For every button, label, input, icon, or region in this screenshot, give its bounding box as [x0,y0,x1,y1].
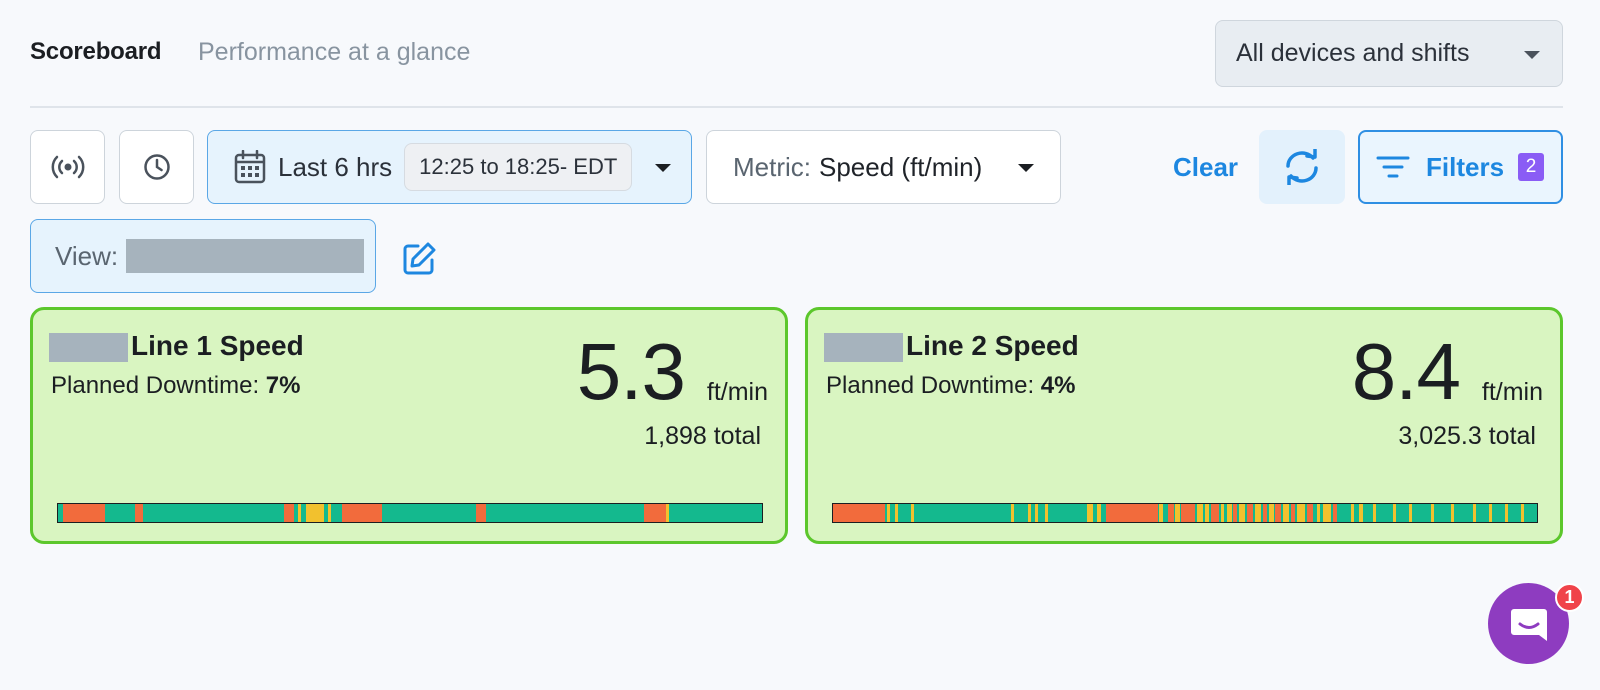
refresh-button[interactable] [1259,130,1345,204]
chat-launcher-button[interactable] [1488,583,1569,664]
page-title: Scoreboard [30,38,162,65]
speed-total: 1,898 total [644,422,761,450]
status-timeline[interactable] [57,503,763,523]
header-divider [30,106,1563,108]
view-name-redacted [126,239,365,273]
page-subtitle: Performance at a glance [198,38,471,66]
device-shift-select-value: All devices and shifts [1236,39,1470,67]
edit-view-button[interactable] [400,240,438,278]
chat-unread-badge: 1 [1555,583,1584,612]
card-prefix-redacted [49,333,128,362]
planned-downtime-value: 7% [265,372,301,399]
view-selector[interactable]: View: [30,219,376,293]
date-range-value: 12:25 to 18:25- EDT [404,143,633,191]
planned-downtime-label: Planned Downtime: [51,372,260,399]
date-range-picker[interactable]: Last 6 hrs 12:25 to 18:25- EDT [207,130,692,204]
metric-key: Metric: [733,151,811,182]
broadcast-icon [51,155,84,179]
chat-icon [1510,608,1547,641]
clock-icon [143,154,170,180]
filters-button[interactable]: Filters 2 [1358,130,1563,204]
card-prefix-redacted [824,333,903,362]
live-button[interactable] [30,130,105,204]
device-shift-select[interactable]: All devices and shifts [1215,20,1563,87]
history-button[interactable] [119,130,194,204]
speed-value: 8.4 [1351,327,1461,416]
speed-card-line-2[interactable]: Line 2 Speed Planned Downtime: 4% 8.4 ft… [805,307,1563,544]
card-title: Line 2 Speed [906,330,1079,361]
planned-downtime: Planned Downtime: 4% [826,372,1075,400]
planned-downtime: Planned Downtime: 7% [51,372,300,400]
filters-label: Filters [1426,151,1505,182]
filter-lines-icon [1376,156,1410,178]
speed-unit: ft/min [1481,378,1543,406]
metric-value: Speed (ft/min) [819,151,983,182]
chevron-down-icon [1018,164,1034,172]
filters-count-badge: 2 [1518,153,1545,181]
status-timeline[interactable] [832,503,1538,523]
card-title: Line 1 Speed [131,330,304,361]
chevron-down-icon [655,164,671,172]
status-timeline-bars [833,504,1524,522]
planned-downtime-value: 4% [1040,372,1076,399]
calendar-icon [234,150,266,184]
speed-unit: ft/min [706,378,768,406]
clear-button[interactable]: Clear [1173,152,1239,182]
edit-icon [403,242,436,275]
chevron-down-icon [1524,51,1540,59]
speed-card-line-1[interactable]: Line 1 Speed Planned Downtime: 7% 5.3 ft… [30,307,788,544]
speed-value: 5.3 [576,327,686,416]
refresh-icon [1286,149,1318,185]
status-timeline-bars [63,504,669,522]
metric-select[interactable]: Metric: Speed (ft/min) [706,130,1061,204]
planned-downtime-label: Planned Downtime: [826,372,1035,399]
date-range-label: Last 6 hrs [278,151,393,182]
speed-total: 3,025.3 total [1398,422,1536,450]
view-label: View: [55,240,119,271]
